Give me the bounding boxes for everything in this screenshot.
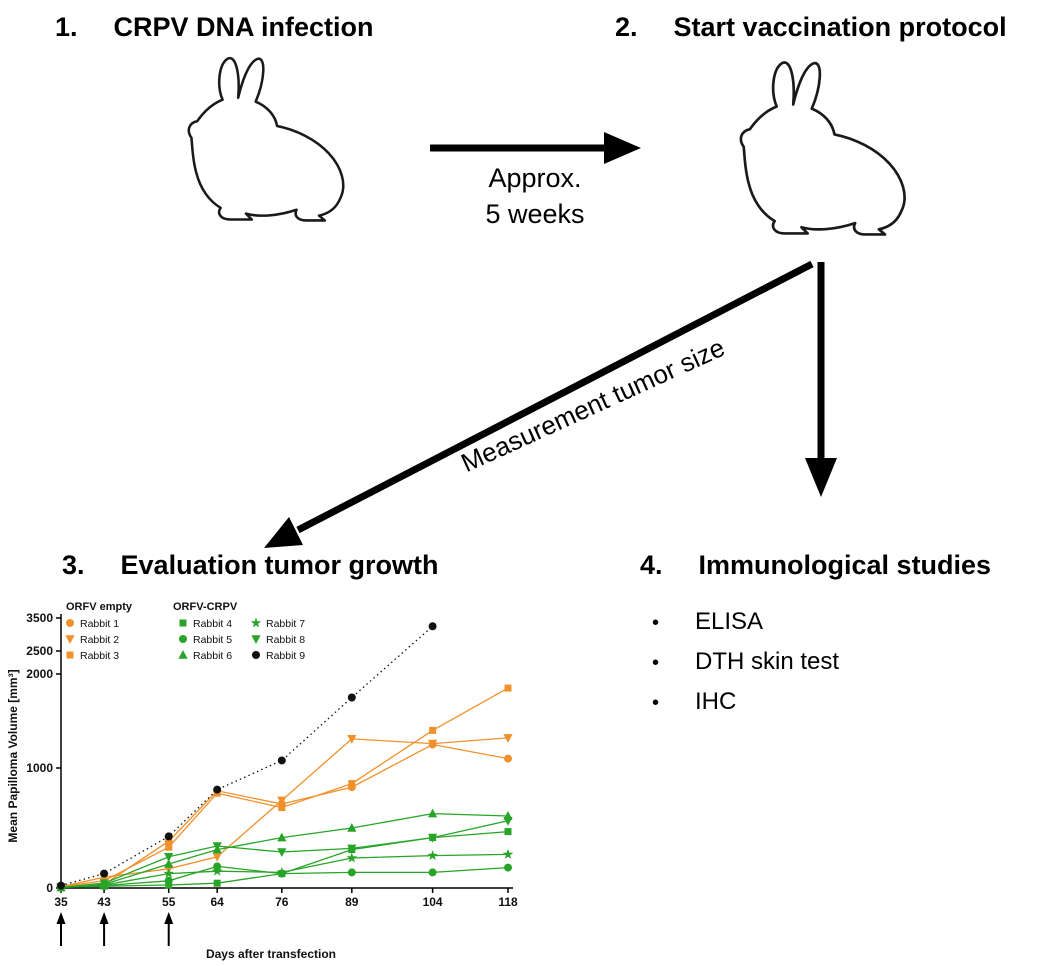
bullet-item-ihc: • IHC — [652, 688, 839, 716]
svg-text:Rabbit 6: Rabbit 6 — [193, 650, 232, 662]
series-line-rabbit-8 — [60, 820, 509, 889]
step-3-label: Evaluation tumor growth — [120, 550, 439, 580]
step-1-label: CRPV DNA infection — [113, 12, 374, 42]
svg-text:3500: 3500 — [26, 611, 53, 625]
bullet-label: DTH skin test — [695, 648, 840, 675]
arrow-to-tumor-growth — [296, 260, 814, 534]
svg-text:64: 64 — [211, 895, 225, 909]
svg-text:Mean Papilloma Volume [mm³]: Mean Papilloma Volume [mm³] — [6, 669, 20, 842]
svg-text:Rabbit 2: Rabbit 2 — [80, 634, 119, 646]
svg-text:35: 35 — [54, 895, 68, 909]
rabbit-illustration-infection — [187, 56, 345, 222]
svg-text:Rabbit 5: Rabbit 5 — [193, 634, 232, 646]
tumor-growth-chart: 0 1000 2000 2500 3500 35 43 55 64 76 89 104 118 Mean … — [6, 601, 518, 961]
step-2-number: 2. — [615, 12, 638, 42]
svg-text:2000: 2000 — [26, 667, 53, 681]
svg-text:2500: 2500 — [26, 644, 53, 658]
bullet-item-dth: • DTH skin test — [652, 648, 839, 676]
svg-text:Rabbit 7: Rabbit 7 — [266, 618, 305, 630]
svg-text:Days after transfection: Days after transfection — [206, 947, 336, 961]
svg-text:Rabbit 3: Rabbit 3 — [80, 650, 119, 662]
bullet-dot-icon: • — [652, 612, 660, 634]
step-4-label: Immunological studies — [698, 550, 992, 580]
bullet-dot-icon: • — [652, 692, 660, 714]
svg-text:118: 118 — [498, 895, 518, 909]
arrowhead-down-left-icon — [264, 517, 303, 548]
step-4-heading: 4. Immunological studies — [640, 550, 991, 581]
bullet-label: ELISA — [695, 608, 764, 635]
svg-text:Rabbit 8: Rabbit 8 — [266, 634, 305, 646]
svg-text:Rabbit 4: Rabbit 4 — [193, 618, 232, 630]
step-3-number: 3. — [62, 550, 85, 580]
bullet-item-elisa: • ELISA — [652, 608, 839, 636]
step-2-label: Start vaccination protocol — [673, 12, 1007, 42]
chart-axes: 0 1000 2000 2500 3500 35 43 55 64 76 89 104 118 Mean … — [6, 611, 518, 961]
chart-vaccination-arrows — [56, 912, 174, 946]
arrowhead-down-icon — [805, 458, 837, 497]
svg-text:0: 0 — [46, 881, 53, 895]
svg-text:76: 76 — [275, 895, 289, 909]
svg-text:104: 104 — [423, 895, 443, 909]
rabbit-outline-icon — [739, 61, 906, 236]
svg-text:55: 55 — [162, 895, 176, 909]
step-1-number: 1. — [55, 12, 78, 42]
step-1-heading: 1. CRPV DNA infection — [55, 12, 374, 43]
step-2-heading: 2. Start vaccination protocol — [615, 12, 1007, 43]
series-line-rabbit-3 — [60, 687, 509, 888]
measurement-tumor-size-label: Measurement tumor size — [456, 332, 730, 479]
step-3-heading: 3. Evaluation tumor growth — [62, 550, 439, 581]
svg-text:ORFV-CRPV: ORFV-CRPV — [173, 601, 238, 613]
series-line-rabbit-5 — [60, 865, 509, 889]
series-line-rabbit-7 — [60, 853, 509, 889]
svg-text:43: 43 — [97, 895, 111, 909]
series-line-rabbit-6 — [60, 812, 509, 889]
bullet-label: IHC — [695, 688, 737, 715]
svg-text:89: 89 — [345, 895, 359, 909]
step-4-number: 4. — [640, 550, 663, 580]
svg-text:Rabbit 1: Rabbit 1 — [80, 618, 119, 630]
svg-text:1000: 1000 — [26, 761, 53, 775]
series-line-rabbit-9 — [60, 625, 434, 887]
approx-line2: 5 weeks — [485, 199, 585, 230]
rabbit-outline-icon — [187, 56, 345, 222]
rabbit-illustration-vaccination — [739, 61, 906, 236]
chart-series — [55, 622, 514, 893]
approx-line1: Approx. — [488, 163, 582, 193]
approx-duration-label: Approx. 5 weeks — [455, 160, 615, 233]
svg-text:Rabbit 9: Rabbit 9 — [266, 650, 305, 662]
svg-text:ORFV empty: ORFV empty — [66, 601, 133, 613]
chart-legend: ORFV empty ORFV-CRPV Rabbit 1 Rabbit 2 Rabbi… — [65, 601, 305, 662]
bullet-dot-icon: • — [652, 652, 660, 674]
immunology-bullet-list: • ELISA • DTH skin test • IHC — [652, 608, 839, 728]
series-line-rabbit-1 — [60, 743, 509, 888]
